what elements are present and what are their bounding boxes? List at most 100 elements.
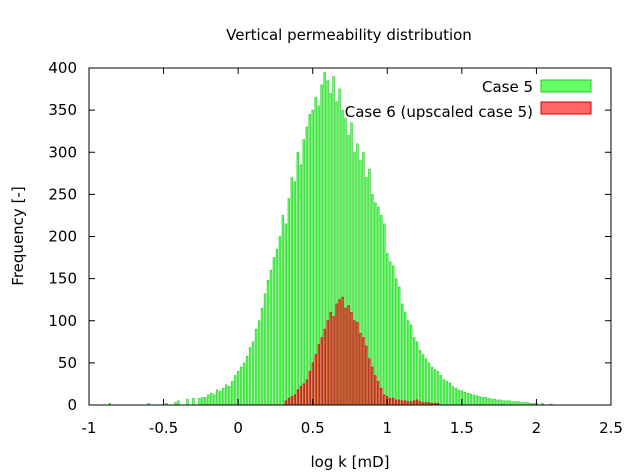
bar-series-1 [466,392,470,406]
bar-series-2 [362,337,365,406]
bar-series-1 [204,397,207,406]
x-tick-label: 0 [233,419,243,437]
bar-series-2 [320,337,323,406]
bar-series-1 [511,401,514,406]
bar-series-1 [409,324,413,406]
bar-series-1 [251,341,255,406]
legend-swatch-case-5 [540,79,592,93]
bar-series-1 [427,362,431,406]
y-tick-label: 400 [48,59,77,77]
bar-series-1 [308,114,311,406]
x-tick-label: 1.5 [450,419,474,437]
bar-series-2 [403,400,407,406]
bar-series-2 [287,397,291,406]
bar-series-1 [257,320,261,406]
bar-series-2 [338,299,341,406]
series-case-6-bars [284,296,440,406]
y-tick-label: 150 [48,270,77,288]
bar-series-1 [305,126,308,406]
bar-series-1 [207,394,210,406]
bar-series-1 [490,398,493,406]
bar-series-2 [299,386,302,406]
bar-series-1 [219,391,222,406]
bar-series-1 [242,362,246,406]
bar-series-2 [365,345,368,406]
bar-series-2 [412,400,416,406]
bar-series-1 [233,375,237,406]
bar-series-1 [487,397,490,406]
bar-series-1 [403,312,407,406]
bar-series-1 [263,293,267,406]
bar-series-1 [210,392,213,406]
x-tick-label: 2.5 [599,419,623,437]
bar-series-2 [317,344,320,406]
y-axis-label: Frequency [-] [9,186,27,285]
bar-series-2 [409,401,413,406]
y-tick-label: 50 [58,354,77,372]
bar-series-2 [335,303,338,406]
bar-series-1 [424,358,428,406]
bar-series-1 [272,257,276,406]
bar-series-2 [398,399,401,406]
bar-series-1 [484,397,487,406]
bar-series-2 [418,401,422,406]
x-axis-label: log k [mD] [311,453,390,471]
bar-series-1 [389,261,392,406]
chart-title: Vertical permeability distribution [226,26,472,44]
bar-series-1 [222,387,225,406]
bar-series-1 [201,397,204,406]
y-tick-label: 350 [48,101,77,119]
bar-series-1 [380,215,383,406]
bar-series-1 [225,384,228,406]
bar-series-1 [374,202,377,406]
bar-series-2 [308,370,311,406]
bar-series-2 [415,399,419,406]
bar-series-1 [239,366,243,406]
bar-series-1 [192,397,195,406]
bar-series-2 [293,394,297,406]
bar-series-2 [284,400,288,406]
bar-series-1 [430,366,434,406]
bar-series-2 [311,362,314,406]
bar-series-1 [377,206,380,406]
bar-series-1 [398,286,401,406]
legend-label-case-6: Case 6 (upscaled case 5) [345,103,533,121]
bar-series-1 [293,181,297,406]
y-tick-label: 250 [48,185,77,203]
bar-series-1 [213,394,216,406]
bar-series-1 [418,349,422,406]
bar-series-1 [445,381,449,406]
bar-series-2 [406,401,410,406]
bar-series-1 [421,354,425,406]
bar-series-2 [395,399,398,406]
bar-series-1 [281,215,285,406]
bar-series-2 [347,305,350,406]
bar-series-1 [269,269,273,406]
bar-series-2 [326,320,329,406]
bar-series-1 [230,381,234,406]
bar-series-1 [260,307,264,406]
bar-series-1 [228,386,231,406]
bar-series-2 [374,375,377,406]
bar-series-2 [377,381,380,406]
bar-series-2 [371,366,374,406]
bar-series-2 [356,322,359,406]
bar-series-2 [380,387,383,406]
y-axis-ticks: 0 50 100 150 200 250 300 350 400 [48,59,611,414]
bar-series-1 [499,399,502,406]
bar-series-1 [275,248,279,406]
bar-series-1 [442,379,446,406]
bar-series-1 [278,236,282,406]
bar-series-1 [198,397,201,406]
bar-series-2 [314,354,317,406]
bar-series-1 [469,393,472,406]
bar-series-1 [177,400,180,406]
bar-series-2 [350,312,353,406]
bar-series-2 [290,396,294,406]
bar-series-2 [383,394,386,406]
bar-series-1 [436,370,440,406]
bar-series-1 [248,347,252,406]
x-tick-label: 1 [383,419,393,437]
bar-series-2 [341,296,344,406]
